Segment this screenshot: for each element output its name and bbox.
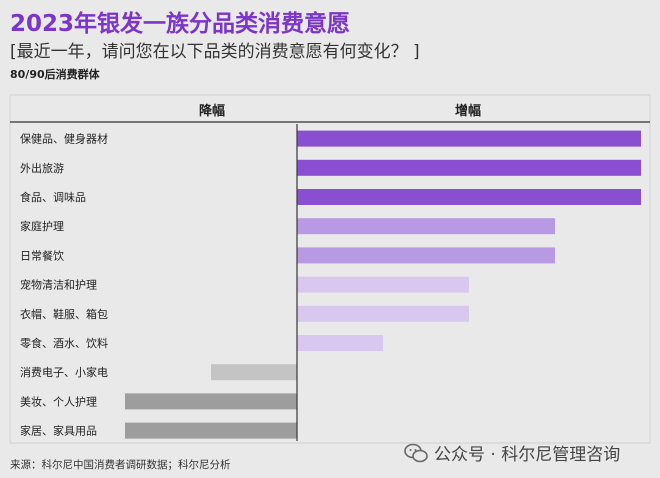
header-increase: 增幅 (455, 103, 481, 119)
source-note: 来源：科尔尼中国消费者调研数据；科尔尼分析 (10, 459, 231, 471)
bar (297, 130, 641, 147)
category-label: 家居、家具用品 (20, 424, 97, 438)
bar (125, 393, 297, 410)
category-label: 零食、酒水、饮料 (20, 336, 108, 350)
bar (297, 159, 641, 176)
bar (297, 247, 555, 264)
bar (297, 335, 383, 351)
bar (297, 276, 469, 293)
wechat-icon (404, 443, 428, 462)
bar (297, 218, 555, 235)
category-label: 衣帽、鞋服、箱包 (20, 307, 108, 321)
category-label: 食品、调味品 (20, 190, 86, 204)
watermark: 公众号 · 科尔尼管理咨询 (404, 440, 620, 465)
category-label: 家庭护理 (20, 219, 64, 233)
group-label: 80/90后消费群体 (10, 68, 100, 81)
category-label: 外出旅游 (20, 161, 64, 175)
category-label: 保健品、健身器材 (20, 132, 108, 146)
chart-subtitle: [最近一年，请问您在以下品类的消费意愿有何变化？ ] (10, 42, 420, 62)
category-label: 日常餐饮 (20, 248, 64, 262)
chart-title: 2023年银发一族分品类消费意愿 (10, 11, 351, 37)
category-label: 宠物清洁和护理 (20, 278, 97, 292)
bar (297, 189, 641, 205)
watermark-text: 公众号 · 科尔尼管理咨询 (434, 445, 621, 465)
bar (125, 422, 297, 439)
chart-frame (9, 94, 651, 444)
bar (211, 364, 297, 381)
category-label: 美妆、个人护理 (20, 394, 97, 408)
category-label: 消费电子、小家电 (20, 365, 108, 379)
header-decrease: 降幅 (199, 103, 225, 119)
bar (297, 305, 469, 322)
